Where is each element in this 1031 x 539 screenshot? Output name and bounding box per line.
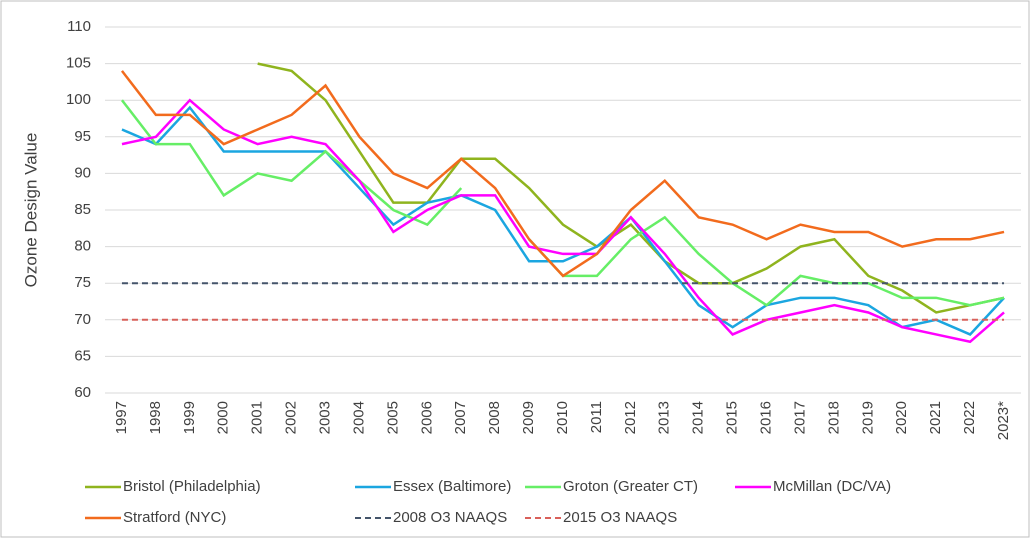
y-tick-label: 90 <box>74 164 91 181</box>
y-tick-label: 105 <box>66 55 91 72</box>
y-tick-label: 85 <box>74 201 91 218</box>
x-tick-label: 2020 <box>893 401 910 434</box>
x-tick-label: 2008 <box>486 401 503 434</box>
x-tick-label: 2014 <box>690 401 707 434</box>
x-tick-label: 2013 <box>656 401 673 434</box>
x-tick-label: 2010 <box>554 401 571 434</box>
x-tick-label: 1998 <box>147 401 164 434</box>
legend-label: Essex (Baltimore) <box>393 478 511 495</box>
x-tick-label: 2019 <box>859 401 876 434</box>
y-axis-label: Ozone Design Value <box>21 133 40 288</box>
x-tick-label: 2023* <box>995 401 1012 440</box>
series-line <box>120 70 1005 278</box>
x-tick-label: 2006 <box>418 401 435 434</box>
series-line <box>121 105 1005 336</box>
series-line <box>120 99 463 227</box>
legend-label: Bristol (Philadelphia) <box>123 478 261 495</box>
legend-label: 2015 O3 NAAQS <box>563 509 677 526</box>
y-tick-label: 65 <box>74 347 91 364</box>
x-tick-label: 1999 <box>181 401 198 434</box>
x-tick-label: 2007 <box>452 401 469 434</box>
x-tick-label: 2017 <box>791 401 808 434</box>
x-tick-label: 2021 <box>927 401 944 434</box>
series-line <box>528 215 1005 307</box>
x-tick-label: 2002 <box>283 401 300 434</box>
legend-label: Stratford (NYC) <box>123 509 226 526</box>
y-tick-label: 80 <box>74 238 91 255</box>
y-tick-label: 110 <box>67 18 91 35</box>
series-line <box>121 98 1005 344</box>
legend-label: Groton (Greater CT) <box>563 478 698 495</box>
x-tick-label: 2016 <box>758 401 775 434</box>
x-tick-label: 2012 <box>622 401 639 434</box>
x-tick-label: 2004 <box>350 401 367 434</box>
legend-label: McMillan (DC/VA) <box>773 478 891 495</box>
y-tick-label: 100 <box>66 91 91 108</box>
x-tick-label: 2003 <box>316 401 333 434</box>
x-tick-label: 2009 <box>520 401 537 434</box>
y-tick-label: 95 <box>74 128 91 145</box>
x-tick-label: 2001 <box>249 401 266 434</box>
x-tick-label: 2000 <box>215 401 232 434</box>
x-tick-label: 2018 <box>825 401 842 434</box>
x-tick-label: 2015 <box>724 401 741 434</box>
legend-label: 2008 O3 NAAQS <box>393 509 507 526</box>
x-tick-label: 2011 <box>588 401 605 433</box>
series-line <box>257 62 1005 314</box>
x-tick-label: 1997 <box>113 401 130 434</box>
y-tick-label: 75 <box>74 274 91 291</box>
x-tick-label: 2005 <box>384 401 401 434</box>
y-tick-label: 60 <box>74 384 91 401</box>
x-tick-label: 2022 <box>961 401 978 434</box>
y-tick-label: 70 <box>74 311 91 328</box>
